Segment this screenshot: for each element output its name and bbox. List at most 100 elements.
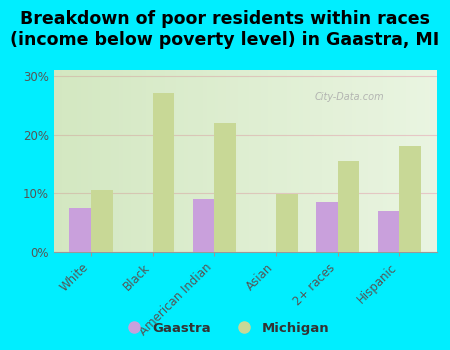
Bar [360, 70, 364, 252]
Bar [276, 195, 298, 252]
Bar [322, 70, 325, 252]
Bar [230, 70, 234, 252]
Bar [341, 70, 345, 252]
Bar [123, 70, 127, 252]
Bar [219, 70, 222, 252]
Bar [349, 70, 352, 252]
Bar [89, 70, 92, 252]
Bar [395, 70, 398, 252]
Bar [192, 70, 196, 252]
Bar [280, 70, 284, 252]
Bar [142, 70, 146, 252]
Bar [165, 70, 169, 252]
Bar [153, 93, 174, 252]
Bar [338, 161, 360, 252]
Bar [96, 70, 100, 252]
Bar [337, 70, 341, 252]
Bar [406, 70, 410, 252]
Bar [196, 70, 199, 252]
Bar [184, 70, 188, 252]
Bar [226, 70, 230, 252]
Bar [85, 70, 89, 252]
Bar [234, 70, 238, 252]
Bar [188, 70, 192, 252]
Bar [352, 70, 356, 252]
Bar [112, 70, 115, 252]
Bar [158, 70, 161, 252]
Bar [81, 70, 85, 252]
Bar [153, 70, 158, 252]
Bar [310, 70, 314, 252]
Bar [364, 70, 368, 252]
Bar [375, 70, 379, 252]
Bar [284, 70, 288, 252]
Text: Breakdown of poor residents within races
(income below poverty level) in Gaastra: Breakdown of poor residents within races… [10, 10, 440, 49]
Bar [238, 70, 242, 252]
Bar [115, 70, 119, 252]
Bar [130, 70, 135, 252]
Bar [69, 208, 91, 252]
Bar [391, 70, 395, 252]
Bar [54, 70, 58, 252]
Bar [379, 70, 383, 252]
Bar [211, 70, 215, 252]
Bar [146, 70, 150, 252]
Bar [329, 70, 333, 252]
Bar [402, 70, 406, 252]
Bar [400, 146, 421, 252]
Bar [316, 202, 338, 252]
Bar [73, 70, 77, 252]
Bar [261, 70, 265, 252]
Bar [100, 70, 104, 252]
Bar [214, 123, 236, 252]
Bar [372, 70, 375, 252]
Bar [398, 70, 402, 252]
Bar [161, 70, 165, 252]
Bar [429, 70, 433, 252]
Bar [92, 70, 96, 252]
Bar [333, 70, 337, 252]
Bar [245, 70, 249, 252]
Bar [222, 70, 226, 252]
Bar [193, 199, 214, 252]
Bar [242, 70, 245, 252]
Bar [276, 195, 298, 252]
Bar [253, 70, 256, 252]
Bar [77, 70, 81, 252]
Legend: Gaastra, Michigan: Gaastra, Michigan [115, 316, 335, 340]
Bar [418, 70, 421, 252]
Bar [318, 70, 322, 252]
Bar [207, 70, 211, 252]
Bar [108, 70, 112, 252]
Bar [303, 70, 306, 252]
Bar [215, 70, 219, 252]
Bar [421, 70, 425, 252]
Bar [378, 211, 400, 252]
Bar [356, 70, 360, 252]
Bar [326, 70, 329, 252]
Bar [153, 93, 174, 252]
Bar [69, 70, 73, 252]
Bar [119, 70, 123, 252]
Bar [256, 70, 261, 252]
Bar [135, 70, 138, 252]
Bar [383, 70, 387, 252]
Bar [176, 70, 180, 252]
Bar [66, 70, 69, 252]
Bar [58, 70, 62, 252]
Bar [378, 211, 400, 252]
Bar [368, 70, 372, 252]
Bar [62, 70, 66, 252]
Bar [173, 70, 176, 252]
Bar [410, 70, 414, 252]
Bar [169, 70, 173, 252]
Bar [138, 70, 142, 252]
Bar [425, 70, 429, 252]
Bar [306, 70, 310, 252]
Bar [91, 190, 112, 252]
Bar [288, 70, 291, 252]
Bar [104, 70, 108, 252]
Bar [150, 70, 153, 252]
Bar [203, 70, 207, 252]
Bar [338, 161, 360, 252]
